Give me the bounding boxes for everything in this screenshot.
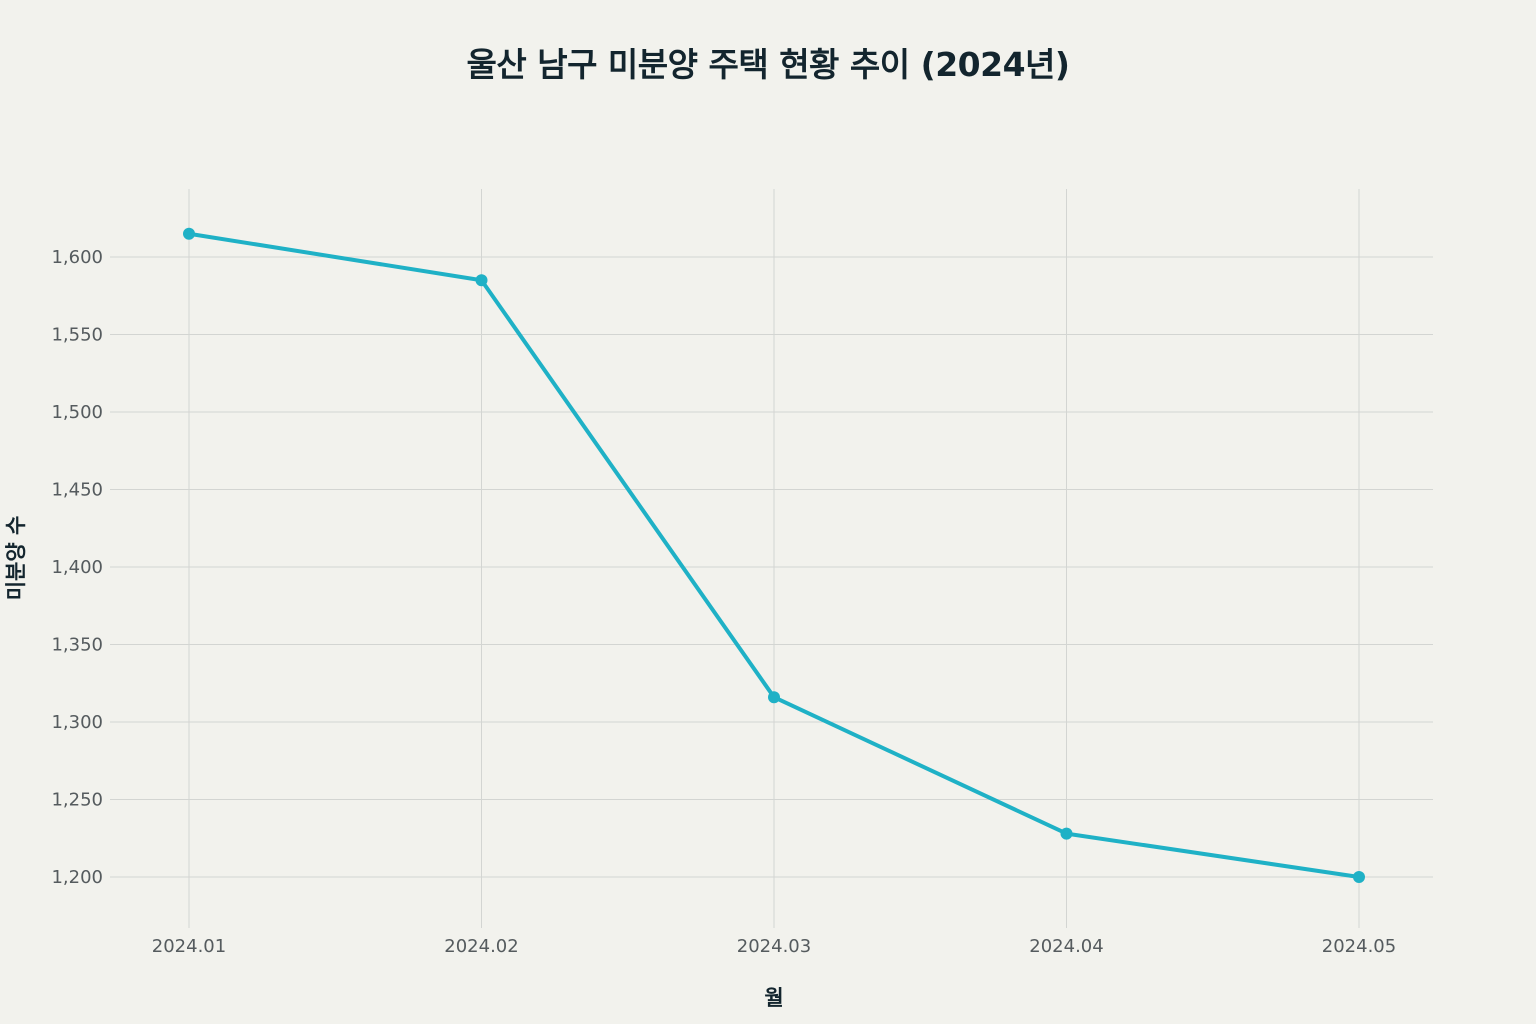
y-tick-label: 1,250 xyxy=(51,790,103,811)
data-point[interactable] xyxy=(475,274,488,287)
chart-title: 울산 남구 미분양 주택 현황 추이 (2024년) xyxy=(466,45,1070,84)
y-tick-label: 1,200 xyxy=(51,867,103,888)
y-axis-ticks: 1,200 1,250 1,300 1,350 1,400 1,450 1,500 1,550… xyxy=(51,247,103,888)
x-tick-label: 2024.05 xyxy=(1322,936,1396,957)
data-point[interactable] xyxy=(1353,871,1365,883)
x-axis-title: 월 xyxy=(764,986,783,1010)
y-tick-label: 1,600 xyxy=(51,247,103,268)
grid-layer xyxy=(110,189,1433,928)
y-tick-label: 1,400 xyxy=(51,557,103,578)
y-tick-label: 1,350 xyxy=(51,635,103,656)
data-point[interactable] xyxy=(1060,827,1073,840)
x-tick-label: 2024.01 xyxy=(152,936,226,957)
x-axis-ticks: 2024.01 2024.02 2024.03 2024.04 2024.05 xyxy=(152,936,1396,957)
x-tick-label: 2024.02 xyxy=(444,936,518,957)
y-tick-label: 1,300 xyxy=(51,712,103,733)
data-point[interactable] xyxy=(183,227,195,240)
y-tick-label: 1,550 xyxy=(51,325,103,346)
y-tick-label: 1,450 xyxy=(51,480,103,501)
y-tick-label: 1,500 xyxy=(51,402,103,423)
series-layer xyxy=(183,227,1365,883)
y-axis-title: 미분양 수 xyxy=(4,516,28,601)
data-point[interactable] xyxy=(768,691,780,704)
x-tick-label: 2024.04 xyxy=(1029,936,1103,957)
x-tick-label: 2024.03 xyxy=(737,936,811,957)
